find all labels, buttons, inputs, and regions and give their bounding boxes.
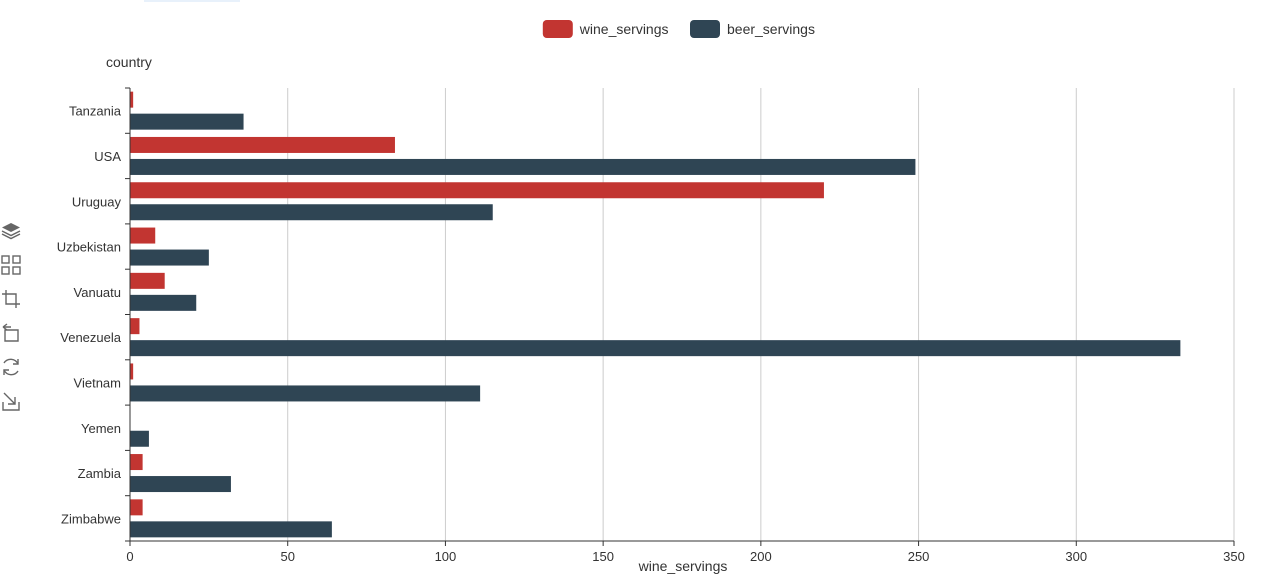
x-tick-label: 300 [1065,549,1087,564]
legend[interactable]: wine_servings beer_servings [542,20,815,38]
bar-wine-servings-usa[interactable] [130,136,395,153]
bar-beer-servings-venezuela[interactable] [130,340,1181,357]
bar-beer-servings-zambia[interactable] [130,476,231,493]
top-strip [144,0,240,2]
y-tick-label: Uzbekistan [57,240,121,255]
legend-item-beer-servings[interactable]: beer_servings [690,20,815,38]
y-tick-label: USA [94,149,121,164]
y-tick-label: Vanuatu [74,285,121,300]
x-tick-label: 0 [126,549,133,564]
legend-label: beer_servings [727,21,815,37]
bar-wine-servings-uzbekistan[interactable] [130,227,156,244]
bar-beer-servings-uzbekistan[interactable] [130,249,209,266]
bar-beer-servings-vanuatu[interactable] [130,294,197,311]
y-axis-name: country [106,54,152,70]
y-tick-label: Yemen [81,421,121,436]
restore-icon[interactable] [0,356,22,378]
bar-wine-servings-zimbabwe[interactable] [130,499,143,516]
bar-wine-servings-uruguay[interactable] [130,182,824,199]
axes-layer: 0 50 100 150 200 250 300 350 Tanzania USA Uruguay U… [57,87,1245,564]
data-zoom-icon[interactable] [0,288,22,310]
y-tick-label: Venezuela [60,330,121,345]
x-tick-label: 250 [908,549,930,564]
x-tick-label: 50 [280,549,294,564]
legend-item-wine-servings[interactable]: wine_servings [542,20,669,38]
y-tick-label: Zambia [78,466,122,481]
legend-swatch [690,20,720,38]
bar-beer-servings-yemen[interactable] [130,430,149,447]
y-tick-label: Vietnam [74,375,121,390]
y-tick-label: Tanzania [69,104,122,119]
stack-icon[interactable] [0,220,22,242]
bar-wine-servings-zambia[interactable] [130,454,143,471]
tiled-icon[interactable] [0,254,22,276]
bar-beer-servings-vietnam[interactable] [130,385,481,402]
y-tick-label: Uruguay [72,194,122,209]
zoom-reset-icon[interactable] [0,322,22,344]
legend-swatch [542,20,573,38]
bar-wine-servings-venezuela[interactable] [130,318,140,335]
bar-beer-servings-tanzania[interactable] [130,113,244,130]
save-image-icon[interactable] [0,390,22,412]
bar-beer-servings-zimbabwe[interactable] [130,521,332,538]
x-tick-label: 200 [750,549,772,564]
bar-beer-servings-uruguay[interactable] [130,204,493,221]
grid-lines [287,88,1235,541]
legend-label: wine_servings [579,21,669,37]
bar-wine-servings-vietnam[interactable] [130,363,134,380]
bars-layer [130,91,1181,538]
x-tick-label: 350 [1223,549,1245,564]
x-axis-name: wine_servings [638,558,728,574]
toolbox [0,220,24,424]
y-tick-label: Zimbabwe [61,511,121,526]
x-tick-label: 100 [435,549,457,564]
bar-beer-servings-usa[interactable] [130,158,916,175]
bar-wine-servings-vanuatu[interactable] [130,272,165,289]
bar-wine-servings-tanzania[interactable] [130,91,134,108]
x-tick-label: 150 [592,549,614,564]
